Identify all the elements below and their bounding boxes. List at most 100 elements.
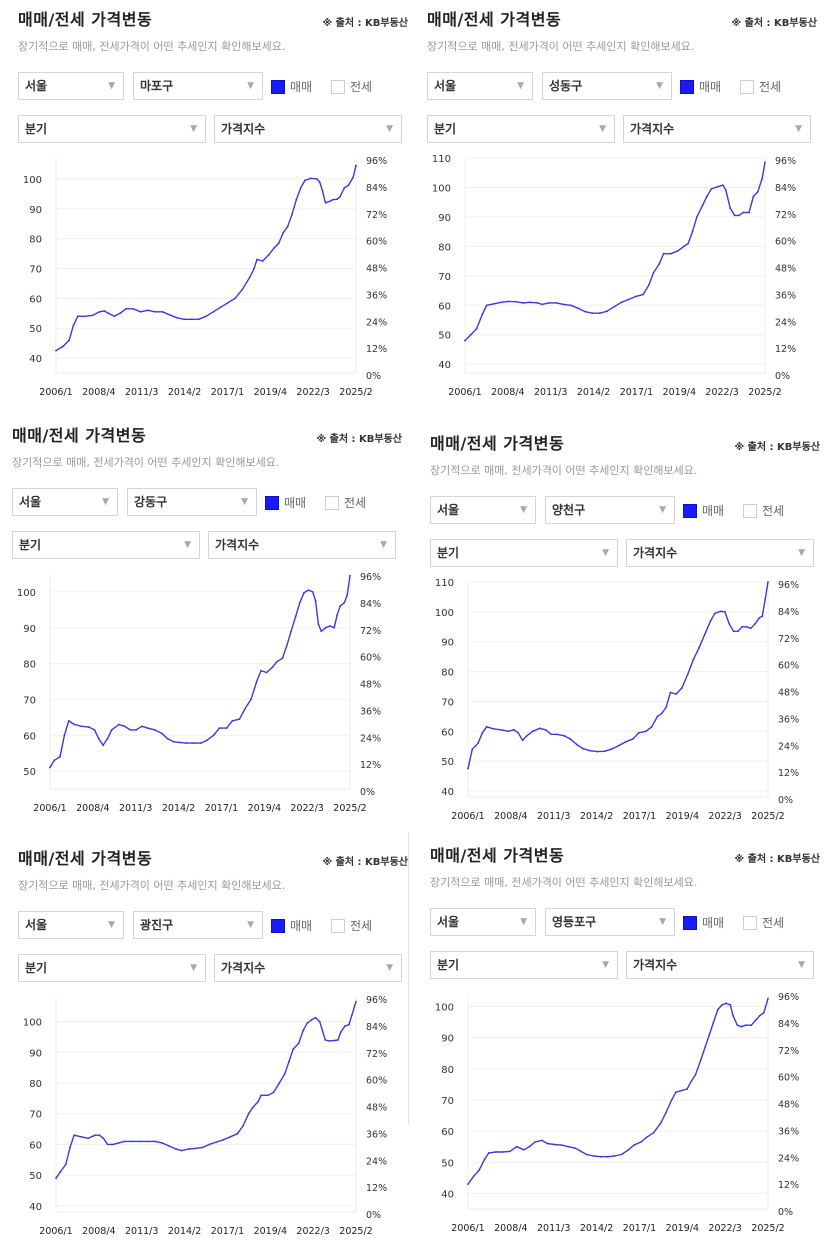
x-tick-label: 2011/3: [534, 387, 567, 398]
checkbox-unchecked-icon[interactable]: [743, 503, 757, 518]
city-select[interactable]: 서울 ▼: [427, 72, 533, 100]
checkbox-checked-icon[interactable]: [271, 918, 285, 933]
period-select[interactable]: 분기 ▼: [430, 951, 618, 979]
data-point: [469, 333, 472, 336]
y2-tick-label: 12%: [775, 344, 796, 355]
checkbox-checked-icon[interactable]: [265, 495, 279, 510]
period-select[interactable]: 분기 ▼: [18, 115, 206, 143]
period-select[interactable]: 분기 ▼: [12, 531, 200, 559]
district-select[interactable]: 양천구 ▼: [545, 496, 675, 524]
checkbox-checked-icon[interactable]: [680, 79, 694, 94]
district-select[interactable]: 영등포구 ▼: [545, 908, 675, 936]
x-tick-label: 2017/1: [211, 1226, 244, 1237]
data-point: [192, 742, 195, 744]
checkbox-unchecked-icon[interactable]: [743, 915, 757, 930]
metric-select[interactable]: 가격지수 ▼: [214, 954, 402, 982]
city-select-value: 서울: [25, 79, 48, 93]
jeonse-checkbox[interactable]: 전세: [740, 78, 781, 95]
data-point: [190, 318, 193, 321]
district-select[interactable]: 강동구 ▼: [127, 488, 257, 516]
x-tick-label: 2014/2: [580, 1223, 613, 1234]
city-select[interactable]: 서울 ▼: [430, 908, 536, 936]
data-point: [64, 1163, 67, 1166]
sale-checkbox[interactable]: 매매: [680, 78, 721, 95]
checkbox-checked-icon[interactable]: [271, 79, 285, 94]
metric-select[interactable]: 가격지수 ▼: [208, 531, 396, 559]
data-point: [339, 195, 341, 198]
metric-select[interactable]: 가격지수 ▼: [626, 539, 814, 567]
jeonse-checkbox[interactable]: 전세: [325, 494, 366, 511]
data-point: [576, 743, 578, 746]
data-point: [299, 187, 302, 189]
data-point: [103, 310, 105, 312]
city-select-value: 서울: [434, 79, 457, 93]
period-select[interactable]: 분기 ▼: [18, 954, 206, 982]
data-point: [627, 298, 630, 301]
data-point: [613, 305, 616, 308]
data-point: [302, 1029, 304, 1032]
district-select[interactable]: 마포구 ▼: [133, 72, 263, 100]
price-change-widget-6: 매매/전세 가격변동 ※ 출처 : KB부동산 장기적으로 매매, 전세가격이 …: [428, 842, 824, 1252]
dropdown-arrow-icon: ▼: [517, 81, 524, 91]
y-tick-label: 60: [441, 727, 454, 738]
y2-tick-label: 36%: [775, 290, 796, 301]
data-point: [146, 309, 149, 312]
data-point: [154, 1140, 157, 1143]
data-point: [625, 740, 627, 743]
city-select[interactable]: 서울 ▼: [12, 488, 118, 516]
jeonse-checkbox-label: 전세: [762, 504, 785, 518]
data-point: [112, 1143, 115, 1146]
sale-checkbox[interactable]: 매매: [271, 917, 312, 934]
data-point: [675, 693, 677, 695]
data-point: [529, 301, 532, 304]
checkbox-checked-icon[interactable]: [683, 503, 697, 518]
y2-tick-label: 84%: [366, 1022, 387, 1033]
sale-checkbox[interactable]: 매매: [683, 914, 724, 931]
period-select[interactable]: 분기 ▼: [430, 539, 618, 567]
sale-checkbox[interactable]: 매매: [271, 78, 312, 95]
data-point: [472, 1175, 475, 1178]
period-select-value: 분기: [19, 538, 42, 552]
period-select[interactable]: 분기 ▼: [427, 115, 615, 143]
data-point: [541, 1139, 543, 1142]
checkbox-unchecked-icon[interactable]: [331, 918, 345, 933]
jeonse-checkbox[interactable]: 전세: [743, 914, 784, 931]
y-tick-label: 70: [441, 697, 454, 708]
district-select[interactable]: 광진구 ▼: [133, 911, 263, 939]
checkbox-unchecked-icon[interactable]: [331, 79, 345, 94]
y2-tick-label: 36%: [366, 1129, 387, 1140]
data-point: [355, 164, 357, 167]
metric-select[interactable]: 가격지수 ▼: [623, 115, 811, 143]
sale-checkbox[interactable]: 매매: [265, 494, 306, 511]
checkbox-unchecked-icon[interactable]: [740, 79, 754, 94]
data-point: [168, 1145, 170, 1147]
checkbox-checked-icon[interactable]: [683, 915, 697, 930]
city-select[interactable]: 서울 ▼: [18, 911, 124, 939]
city-select[interactable]: 서울 ▼: [18, 72, 124, 100]
city-select-value: 서울: [437, 915, 460, 929]
y2-tick-label: 12%: [778, 768, 799, 779]
sale-checkbox[interactable]: 매매: [683, 502, 724, 519]
y2-tick-label: 0%: [360, 787, 375, 798]
data-point: [729, 1004, 732, 1006]
data-point: [118, 723, 120, 726]
checkbox-unchecked-icon[interactable]: [325, 495, 339, 510]
jeonse-checkbox-label: 전세: [762, 916, 785, 930]
data-point: [741, 625, 744, 628]
data-point: [59, 1171, 62, 1173]
city-select[interactable]: 서울 ▼: [430, 496, 536, 524]
metric-select-value: 가격지수: [633, 958, 678, 972]
y-tick-label: 50: [438, 331, 451, 342]
data-point: [250, 698, 252, 701]
jeonse-checkbox[interactable]: 전세: [331, 917, 372, 934]
data-point: [620, 1153, 623, 1156]
jeonse-checkbox[interactable]: 전세: [331, 78, 372, 95]
metric-select[interactable]: 가격지수 ▼: [214, 115, 402, 143]
y2-tick-label: 0%: [366, 371, 381, 382]
data-point: [721, 1004, 723, 1006]
data-point: [76, 315, 79, 318]
district-select[interactable]: 성동구 ▼: [542, 72, 672, 100]
jeonse-checkbox[interactable]: 전세: [743, 502, 784, 519]
data-point: [754, 1019, 757, 1022]
metric-select[interactable]: 가격지수 ▼: [626, 951, 814, 979]
